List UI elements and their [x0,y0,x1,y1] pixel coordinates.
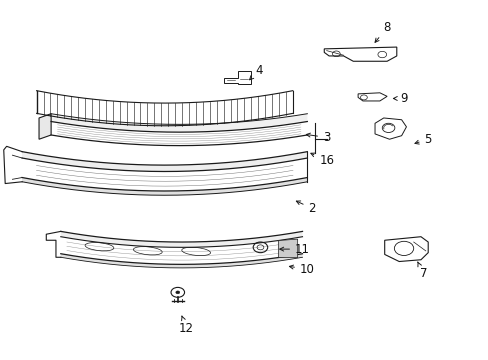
Polygon shape [51,122,307,145]
Text: 11: 11 [279,243,309,256]
Polygon shape [51,114,307,132]
Polygon shape [324,47,396,61]
Polygon shape [374,118,406,139]
Polygon shape [61,231,302,247]
Text: 10: 10 [289,263,314,276]
Text: 4: 4 [249,64,262,80]
Polygon shape [22,177,307,195]
Text: 3: 3 [305,131,330,144]
Circle shape [176,291,180,294]
Text: 2: 2 [296,201,315,215]
Text: 16: 16 [310,153,333,167]
Polygon shape [61,254,302,268]
Text: 9: 9 [392,92,407,105]
Polygon shape [384,237,427,261]
Text: 7: 7 [417,262,426,280]
Polygon shape [357,93,386,101]
Polygon shape [39,114,51,139]
Polygon shape [37,91,292,126]
Polygon shape [61,237,302,264]
Text: 8: 8 [374,21,390,42]
Polygon shape [22,158,307,191]
Polygon shape [278,239,297,257]
Polygon shape [224,71,250,84]
Text: 5: 5 [414,133,431,146]
Polygon shape [22,152,307,171]
Text: 12: 12 [179,316,194,335]
